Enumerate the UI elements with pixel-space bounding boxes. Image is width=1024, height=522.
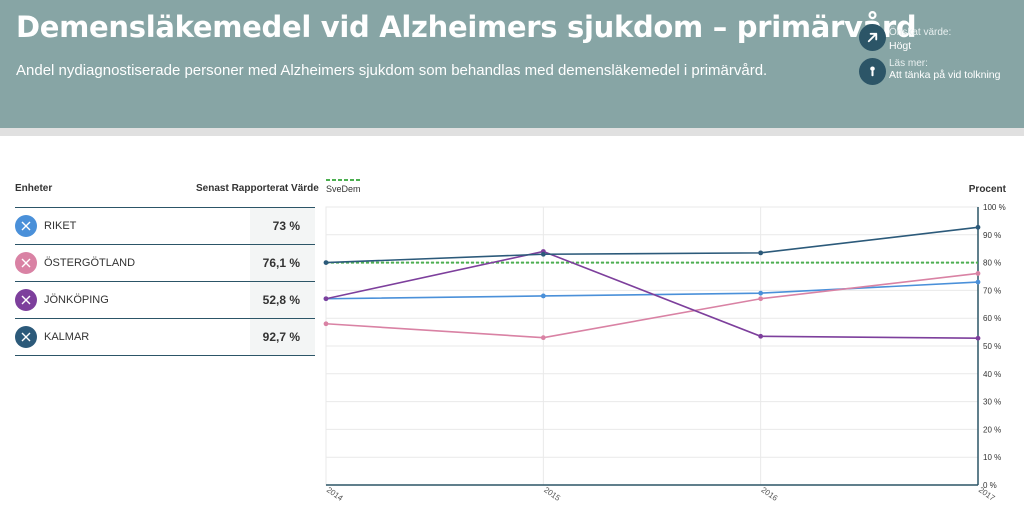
series-line [325,250,979,340]
line-chart: 0 % 10 % 20 % 30 % 40 % 50 % 60 % 70 % 80 % 90 % 1… [323,179,1007,503]
y-tick-label: 100 % [983,203,1006,212]
y-tick-label: 70 % [983,286,1001,295]
series-line [325,226,979,264]
reference-legend-label: SveDem [326,184,361,194]
data-point [323,296,329,302]
legend-row-ostergotland[interactable]: ÖSTERGÖTLAND 76,1 % [15,245,315,282]
data-point [758,296,764,302]
read-more-label: Läs mer: [889,58,928,69]
data-point [975,335,981,341]
data-point [975,279,981,285]
close-icon[interactable] [15,289,37,311]
units-column-header: Enheter [15,183,53,194]
data-point [975,224,981,230]
legend-row-label: JÖNKÖPING [44,294,109,306]
legend-value-cell: 73 % [250,208,315,244]
close-icon[interactable] [15,326,37,348]
legend-row-value: 73 % [272,219,300,233]
legend-row-label: ÖSTERGÖTLAND [44,257,136,269]
legend-row-riket[interactable]: RIKET 73 % [15,208,315,245]
arrow-up-right-icon[interactable] [859,24,886,51]
y-tick-label: 50 % [983,342,1001,351]
desired-value-label: Önskat värde: [889,27,952,38]
data-point [323,260,329,265]
series-line [325,272,979,339]
data-point [323,321,329,327]
y-tick-label: 10 % [983,453,1001,462]
data-point [758,250,764,256]
legend-row-value: 92,7 % [262,330,300,344]
page-subtitle: Andel nydiagnostiserade personer med Alz… [16,62,768,79]
legend-value-cell: 76,1 % [250,245,315,281]
data-point [975,271,981,276]
legend-row-label: KALMAR [44,331,90,343]
y-tick-label: 20 % [983,425,1001,434]
legend-row-value: 76,1 % [262,256,300,270]
y-axis-title: Procent [969,184,1007,195]
y-tick-label: 80 % [983,259,1001,268]
header-banner: Demensläkemedel vid Alzheimers sjukdom –… [0,0,1024,128]
y-tick-label: 90 % [983,231,1001,240]
x-tick-label: 2016 [760,485,780,503]
read-more-link[interactable]: Att tänka på vid tolkning [889,69,1001,81]
legend-value-cell: 92,7 % [250,319,315,355]
desired-value: Högt [889,40,912,52]
value-column-header: Senast Rapporterat Värde [196,183,319,194]
header-divider [0,128,1024,136]
y-tick-label: 0 % [983,481,997,490]
data-point [540,251,546,257]
data-point [540,335,546,341]
x-tick-label: 2014 [325,485,345,503]
x-tick-label: 2015 [542,485,562,503]
close-icon[interactable] [15,252,37,274]
info-icon[interactable] [859,58,886,85]
data-point [540,293,546,299]
legend-row-jonkoping[interactable]: JÖNKÖPING 52,8 % [15,282,315,319]
close-icon[interactable] [15,215,37,237]
data-point [758,290,764,296]
y-tick-label: 60 % [983,314,1001,323]
y-tick-label: 30 % [983,398,1001,407]
legend-value-cell: 52,8 % [250,282,315,318]
legend-row-label: RIKET [44,220,77,232]
legend-row-kalmar[interactable]: KALMAR 92,7 % [15,319,315,356]
legend-table: RIKET 73 % ÖSTERGÖTLAND 76,1 % JÖNKÖPING… [15,207,315,356]
y-tick-label: 40 % [983,370,1001,379]
data-point [758,333,764,339]
legend-row-value: 52,8 % [262,293,300,307]
page-title: Demensläkemedel vid Alzheimers sjukdom –… [16,10,917,44]
